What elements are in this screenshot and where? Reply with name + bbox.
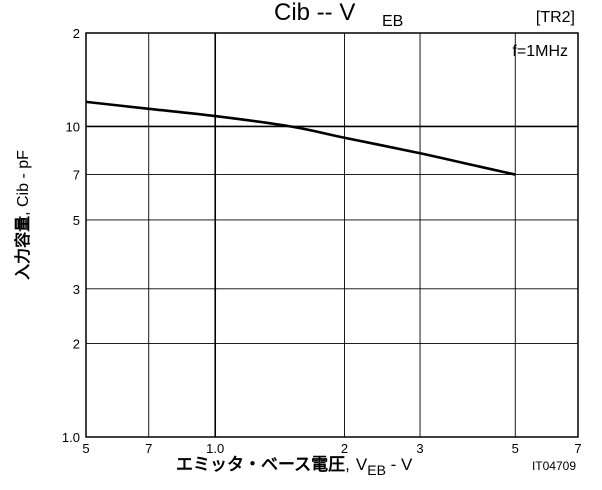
y-tick-label: 3 — [73, 282, 80, 297]
chart-title-main: Cib -- V — [274, 0, 355, 26]
svg-text:入力容量, Cib - pF: 入力容量, Cib - pF — [13, 150, 32, 280]
y-tick-label: 2 — [73, 26, 80, 41]
y-tick-label: 5 — [73, 213, 80, 228]
chart-title-sub: EB — [382, 13, 403, 30]
figure-code: IT04709 — [532, 459, 576, 473]
frequency-annotation: f=1MHz — [512, 43, 568, 60]
y-tick-label: 1.0 — [62, 430, 80, 445]
grid — [85, 32, 579, 438]
y-tick-label: 10 — [66, 119, 80, 134]
x-axis-label-prefix: エミッタ・ベース電圧 — [176, 455, 345, 474]
y-tick-label: 7 — [73, 168, 80, 183]
y-axis-label-bold: 入力容量 — [13, 216, 32, 280]
x-axis-label-var: V — [356, 455, 368, 474]
x-axis-label-unit: - V — [386, 455, 413, 474]
x-tick-label: 7 — [145, 441, 152, 456]
y-axis-label: 入力容量, Cib - pF — [13, 150, 32, 280]
y-tick-labels: 1.0 2 3 5 7 10 2 — [62, 26, 80, 445]
x-tick-label: 1.0 — [206, 441, 224, 456]
x-axis-label: エミッタ・ベース電圧, VEB - V — [176, 455, 413, 478]
x-axis-label-comma: , — [345, 455, 350, 474]
y-axis-label-unit: , Cib - pF — [15, 150, 32, 216]
svg-text:エミッタ・ベース電圧,VEB - V: エミッタ・ベース電圧, VEB - V — [176, 455, 413, 478]
title: Cib -- V EB — [274, 0, 403, 30]
x-tick-label: 3 — [416, 441, 423, 456]
plot-frame — [85, 32, 579, 438]
x-tick-label: 7 — [574, 441, 581, 456]
series-tag: [TR2] — [536, 9, 575, 26]
series-line-0 — [85, 100, 516, 176]
y-tick-label: 2 — [73, 337, 80, 352]
x-tick-label: 2 — [341, 441, 348, 456]
x-tick-labels: 5 7 1.0 2 3 5 7 — [82, 441, 581, 456]
series-layer — [85, 100, 516, 176]
x-tick-label: 5 — [82, 441, 89, 456]
x-tick-label: 5 — [512, 441, 519, 456]
x-axis-label-sub: EB — [367, 462, 386, 478]
